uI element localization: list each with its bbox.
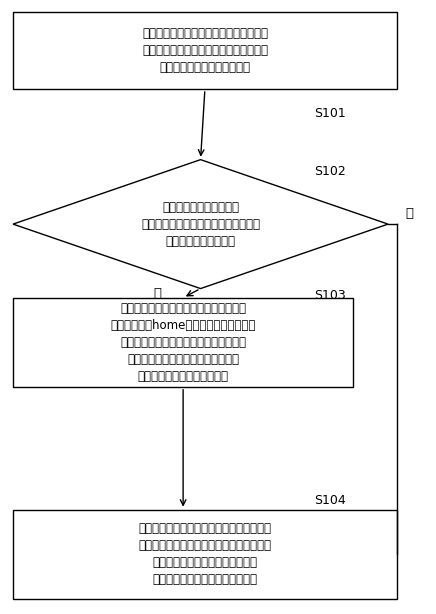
Text: S101: S101 (314, 107, 346, 120)
Text: 根据手势类型是两点、三点或四点手势，执
行屏幕解锁、前置摄像头抓拍或后置摄像头
抓拍操作，一种手势类型的点击或
长按操作对应这三项功能中的一项: 根据手势类型是两点、三点或四点手势，执 行屏幕解锁、前置摄像头抓拍或后置摄像头 … (138, 522, 272, 586)
Text: 根据手势类型是两点、三点或四点手势，
执行返回键、home键或菜单键对应的单击
或长按操作，一种手势类型对应这三个功
能键中的一个，且点击手势对应单击
操作、长: 根据手势类型是两点、三点或四点手势， 执行返回键、home键或菜单键对应的单击 … (110, 302, 256, 383)
Text: 若触摸屏接收到多点同时
点击手势或多点同时长按手势，则判断
屏幕是否处于解锁状态: 若触摸屏接收到多点同时 点击手势或多点同时长按手势，则判断 屏幕是否处于解锁状态 (141, 201, 260, 247)
Text: 触摸屏终端初始化，等待接收多点同时点
击手势或多点同时长按手势，且多点手势
只包括两点、三点和四点手势: 触摸屏终端初始化，等待接收多点同时点 击手势或多点同时长按手势，且多点手势 只包… (142, 27, 268, 74)
Polygon shape (13, 160, 388, 289)
Text: S102: S102 (314, 165, 346, 179)
FancyBboxPatch shape (13, 298, 353, 387)
FancyBboxPatch shape (13, 12, 397, 89)
Text: 否: 否 (405, 206, 413, 220)
Text: S103: S103 (314, 289, 346, 303)
Text: 是: 是 (153, 287, 161, 300)
FancyBboxPatch shape (13, 510, 397, 599)
Text: S104: S104 (314, 494, 346, 507)
